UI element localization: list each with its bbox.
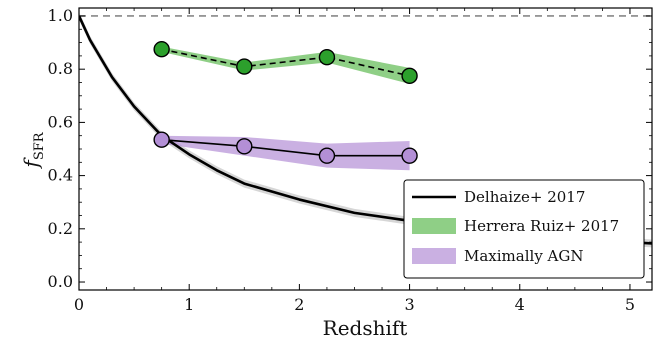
y-tick-label: 0.2 — [48, 219, 73, 238]
agn-point — [153, 131, 170, 148]
y-tick-label: 0.0 — [48, 272, 73, 291]
y-tick-label: 0.4 — [48, 166, 73, 185]
agn-band — [161, 135, 410, 171]
y-axis-title-subscript: SFR — [32, 131, 47, 160]
herrera-band — [161, 46, 410, 84]
legend-label-herrera: Herrera Ruiz+ 2017 — [464, 217, 619, 235]
x-tick-label: 3 — [404, 295, 414, 314]
y-tick-label: 0.6 — [48, 112, 73, 131]
agn-point — [236, 138, 253, 155]
herrera-point — [318, 49, 336, 66]
legend-swatch-agn — [412, 248, 456, 264]
legend-box — [403, 179, 645, 279]
agn-point — [318, 147, 336, 164]
x-axis-ticks: 0 1 2 3 4 5 — [74, 8, 635, 314]
legend: Delhaize+ 2017 Herrera Ruiz+ 2017 Maxima… — [403, 179, 645, 279]
x-axis-title: Redshift — [323, 316, 408, 339]
series-markers — [153, 41, 418, 164]
herrera-line — [161, 48, 410, 77]
herrera-point — [401, 67, 418, 85]
x-tick-label: 1 — [184, 295, 194, 314]
legend-label-delhaize: Delhaize+ 2017 — [464, 188, 585, 206]
x-tick-label: 0 — [74, 295, 84, 314]
x-tick-label: 5 — [625, 295, 635, 314]
y-tick-label: 1.0 — [48, 6, 73, 25]
y-tick-label: 0.8 — [48, 59, 73, 78]
y-axis-title: fSFR — [19, 131, 47, 169]
x-tick-label: 2 — [294, 295, 304, 314]
agn-point — [401, 147, 418, 164]
plot-area — [79, 11, 652, 248]
herrera-point — [236, 58, 253, 75]
legend-swatch-herrera — [412, 218, 456, 234]
herrera-point — [153, 41, 170, 58]
agn-line — [161, 138, 410, 157]
x-tick-label: 4 — [515, 295, 525, 314]
y-axis-ticks: 0.0 0.2 0.4 0.6 0.8 1.0 — [48, 6, 652, 291]
legend-label-agn: Maximally AGN — [464, 247, 584, 265]
